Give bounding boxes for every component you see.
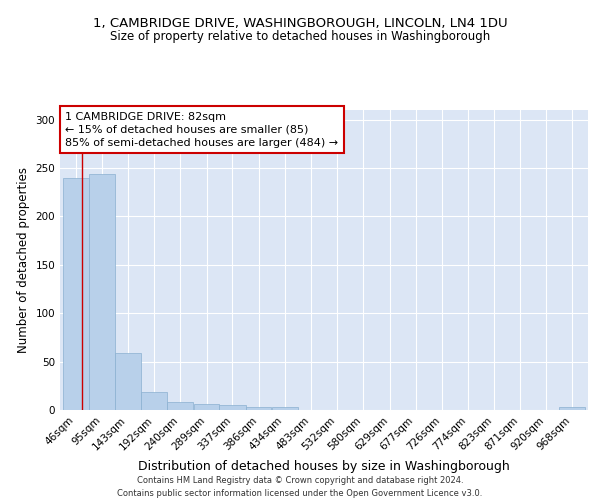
Text: Size of property relative to detached houses in Washingborough: Size of property relative to detached ho… [110,30,490,43]
Bar [559,407,585,410]
Bar [246,407,271,410]
Bar [63,178,89,410]
Bar [115,353,141,410]
Bar [220,405,245,410]
Text: 1, CAMBRIDGE DRIVE, WASHINGBOROUGH, LINCOLN, LN4 1DU: 1, CAMBRIDGE DRIVE, WASHINGBOROUGH, LINC… [92,18,508,30]
Y-axis label: Number of detached properties: Number of detached properties [17,167,30,353]
Bar [89,174,115,410]
Bar [272,407,298,410]
Text: 1 CAMBRIDGE DRIVE: 82sqm
← 15% of detached houses are smaller (85)
85% of semi-d: 1 CAMBRIDGE DRIVE: 82sqm ← 15% of detach… [65,112,338,148]
Text: Contains HM Land Registry data © Crown copyright and database right 2024.
Contai: Contains HM Land Registry data © Crown c… [118,476,482,498]
Bar [167,402,193,410]
Bar [142,392,167,410]
Bar [194,404,219,410]
X-axis label: Distribution of detached houses by size in Washingborough: Distribution of detached houses by size … [138,460,510,473]
